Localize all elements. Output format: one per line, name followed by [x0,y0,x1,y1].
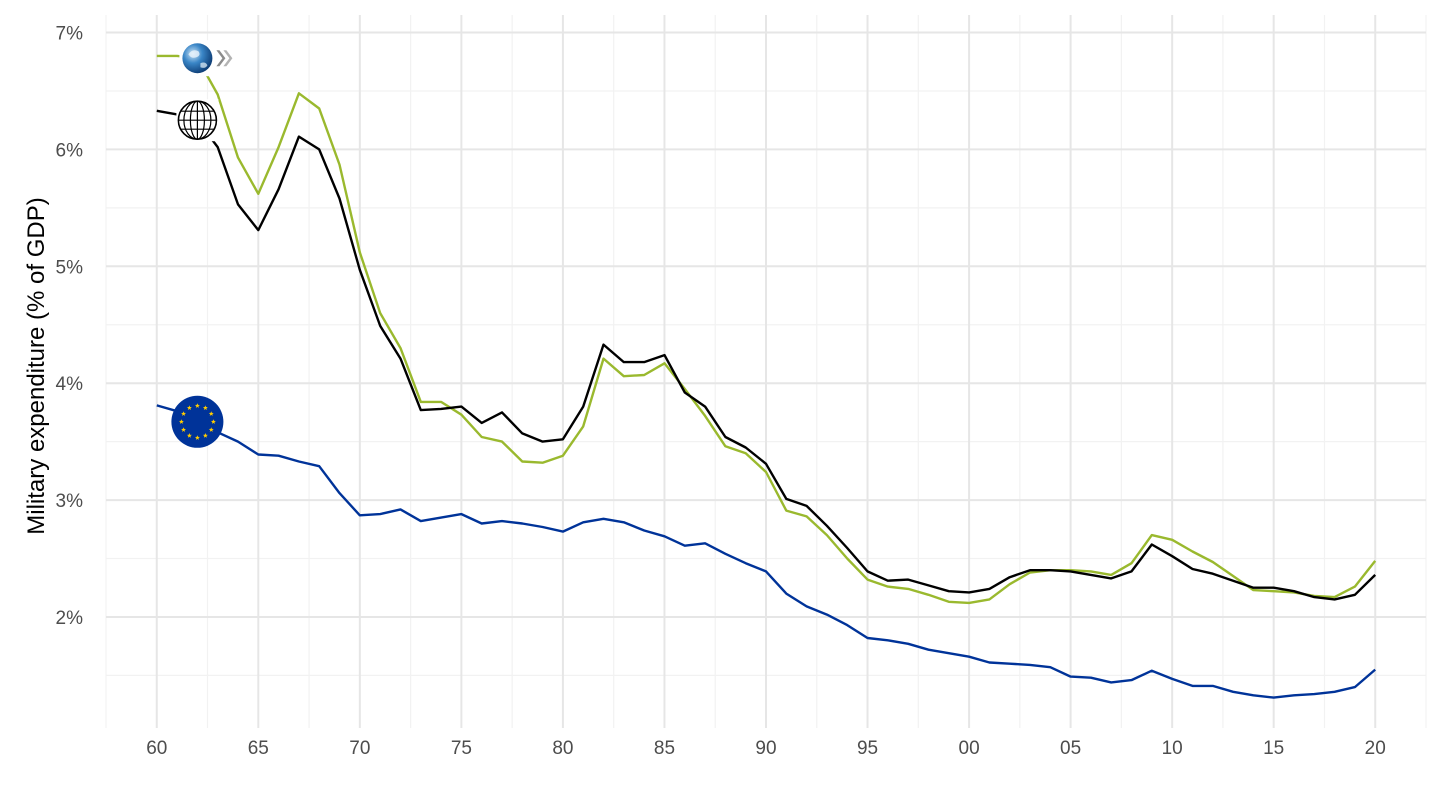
y-tick-label: 3% [56,491,84,512]
x-tick-label: 90 [755,738,776,759]
grid-major [106,15,1426,728]
series-icons [171,40,233,448]
y-tick-label: 6% [56,140,84,161]
series-line-oecd-globe [156,54,1377,605]
oecd-globe-icon [179,40,233,77]
x-tick-label: 10 [1162,738,1183,759]
eu-star [194,403,200,408]
world-globe-icon [176,99,219,142]
eu-star [186,433,192,438]
eu-star [210,419,216,424]
eu-star [202,433,208,438]
eu-star [181,411,187,416]
eu-star [178,419,184,424]
x-tick-label: 05 [1060,738,1081,759]
x-tick-label: 80 [552,738,573,759]
eu-star [186,405,192,411]
y-axis-tick-labels: 2% 3% 4% 5% 6% 7% [56,24,84,629]
x-tick-label: 00 [959,738,980,759]
x-axis-tick-labels: 60 65 70 75 80 85 90 95 00 05 10 15 20 [146,738,1386,759]
eu-star [208,427,214,432]
series-line-eu-flag [156,404,1376,699]
y-tick-label: 2% [56,608,84,629]
x-tick-label: 70 [349,738,370,759]
eu-star [181,427,187,432]
y-axis-title: Military expenditure (% of GDP) [23,197,50,534]
x-tick-label: 75 [451,738,472,759]
series-lines [156,54,1377,699]
eu-star [208,411,214,416]
y-tick-label: 7% [56,24,84,45]
y-tick-label: 5% [56,257,84,278]
x-tick-label: 15 [1263,738,1284,759]
eu-flag-icon [171,395,224,448]
series-line-world-globe [156,109,1377,601]
x-tick-label: 65 [248,738,269,759]
x-tick-label: 20 [1365,738,1386,759]
eu-star [202,405,208,411]
x-tick-label: 95 [857,738,878,759]
y-tick-label: 4% [56,374,84,395]
eu-star [194,435,200,440]
x-tick-label: 60 [146,738,167,759]
x-tick-label: 85 [654,738,675,759]
